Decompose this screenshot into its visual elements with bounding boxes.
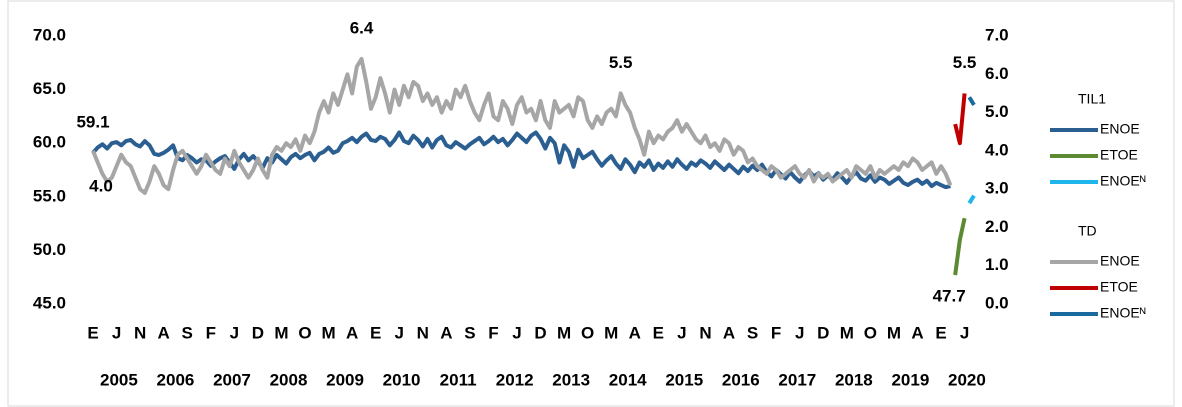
year-label: 2013 <box>552 370 590 389</box>
y-tick-label: 60.0 <box>33 133 66 152</box>
data-label: 47.7 <box>933 287 966 306</box>
series-line <box>953 217 967 276</box>
y2-tick-label: 1.0 <box>985 255 1009 274</box>
legend-title: TIL1 <box>1078 91 1106 107</box>
x-tick-label: S <box>747 323 758 342</box>
x-tick-label: M <box>840 323 854 342</box>
y2-tick-label: 2.0 <box>985 217 1009 236</box>
data-label: 59.1 <box>76 112 109 131</box>
x-tick-label: E <box>653 323 664 342</box>
year-label: 2011 <box>440 370 477 389</box>
x-tick-label: A <box>629 323 641 342</box>
y2-tick-label: 4.0 <box>985 140 1009 159</box>
legend-label: ETOE <box>1100 147 1138 163</box>
x-tick-label: D <box>817 323 829 342</box>
data-label: 4.0 <box>89 176 113 195</box>
x-tick-label: M <box>887 323 901 342</box>
y-tick-label: 55.0 <box>33 186 66 205</box>
x-tick-label: N <box>417 323 429 342</box>
year-label: 2008 <box>270 370 308 389</box>
x-tick-label: J <box>677 323 686 342</box>
x-tick-label: E <box>370 323 381 342</box>
x-tick-label: J <box>394 323 403 342</box>
x-tick-label: O <box>298 323 311 342</box>
x-tick-label: A <box>440 323 452 342</box>
x-tick-label: J <box>230 323 239 342</box>
year-label: 2017 <box>778 370 816 389</box>
legend-label: ENOEᴺ <box>1100 173 1146 189</box>
x-tick-label: A <box>911 323 923 342</box>
legend-label: ENOE <box>1100 121 1140 137</box>
legend-label: ENOE <box>1100 253 1140 269</box>
year-label: 2016 <box>722 370 760 389</box>
x-tick-label: S <box>182 323 193 342</box>
x-tick-label: A <box>346 323 358 342</box>
year-label: 2012 <box>496 370 534 389</box>
series-line <box>953 93 967 146</box>
x-tick-label: F <box>206 323 216 342</box>
y2-tick-label: 3.0 <box>985 179 1009 198</box>
x-tick-label: N <box>699 323 711 342</box>
x-tick-label: J <box>795 323 804 342</box>
y2-tick-label: 5.0 <box>985 102 1009 121</box>
data-label: 5.5 <box>953 53 977 72</box>
x-tick-label: M <box>557 323 571 342</box>
chart-border <box>7 0 1175 407</box>
y-tick-label: 50.0 <box>33 240 66 259</box>
x-tick-label: S <box>464 323 475 342</box>
year-label: 2015 <box>665 370 703 389</box>
x-tick-label: M <box>604 323 618 342</box>
x-tick-label: J <box>112 323 121 342</box>
x-tick-label: D <box>252 323 264 342</box>
x-tick-label: E <box>935 323 946 342</box>
year-label: 2009 <box>326 370 364 389</box>
x-tick-label: E <box>87 323 98 342</box>
y-tick-label: 45.0 <box>33 293 66 312</box>
year-label: 2014 <box>609 370 647 389</box>
x-tick-label: N <box>134 323 146 342</box>
y-tick-label: 70.0 <box>33 25 66 44</box>
year-label: 2020 <box>948 370 986 389</box>
year-label: 2018 <box>835 370 873 389</box>
x-tick-label: J <box>512 323 521 342</box>
y-tick-label: 65.0 <box>33 79 66 98</box>
x-tick-label: A <box>158 323 170 342</box>
x-tick-label: M <box>274 323 288 342</box>
x-tick-label: F <box>771 323 781 342</box>
data-label: 5.5 <box>609 53 633 72</box>
x-tick-label: F <box>488 323 498 342</box>
x-tick-label: M <box>321 323 335 342</box>
year-label: 2010 <box>383 370 421 389</box>
series-line <box>967 96 976 106</box>
data-label: 6.4 <box>350 18 374 37</box>
y2-tick-label: 7.0 <box>985 25 1009 44</box>
x-tick-label: A <box>723 323 735 342</box>
x-tick-label: D <box>534 323 546 342</box>
series-line <box>967 194 976 205</box>
legend-label: ETOE <box>1100 279 1138 295</box>
x-tick-label: J <box>960 323 969 342</box>
series-line <box>91 56 953 195</box>
y2-tick-label: 6.0 <box>985 64 1009 83</box>
year-label: 2005 <box>100 370 138 389</box>
year-label: 2019 <box>891 370 929 389</box>
y2-tick-label: 0.0 <box>985 293 1009 312</box>
year-label: 2006 <box>157 370 195 389</box>
year-label: 2007 <box>213 370 251 389</box>
legend-title: TD <box>1078 223 1097 239</box>
legend-label: ENOEᴺ <box>1100 305 1146 321</box>
x-tick-label: O <box>581 323 594 342</box>
x-tick-label: O <box>864 323 877 342</box>
